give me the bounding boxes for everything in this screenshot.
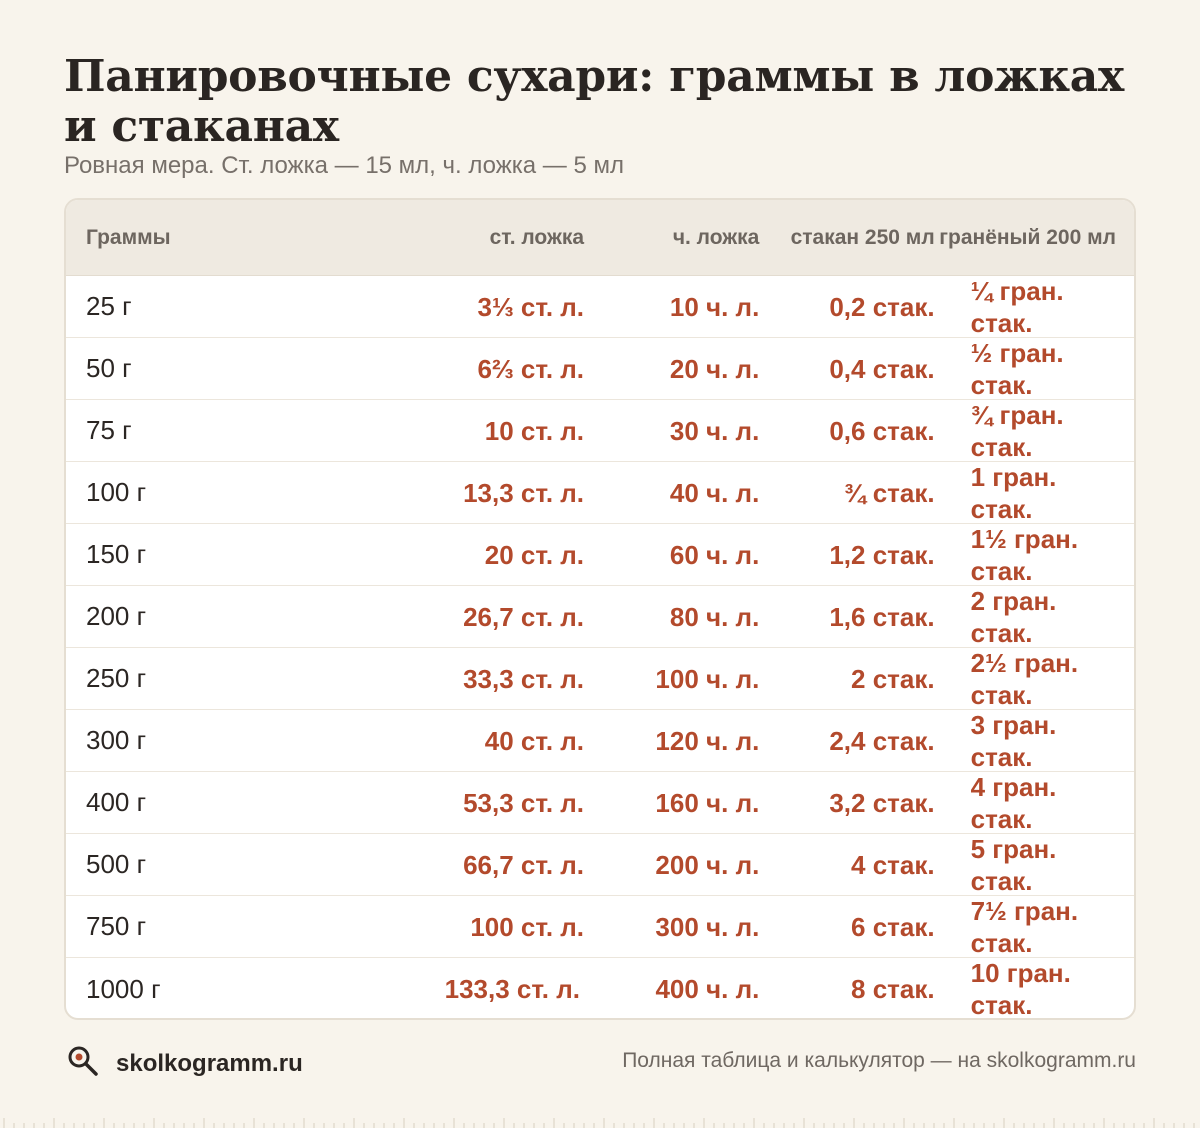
cell-cup-250: 1,2 стак. — [829, 539, 935, 570]
cell-faceted-glass-200: 2 гран. стак. — [970, 585, 1057, 648]
cell-grams: 750 г — [86, 911, 147, 941]
cell-grams: 1000 г — [86, 973, 161, 1004]
cell-cup-250: 0,6 стак. — [829, 415, 935, 446]
cell-grams: 100 г — [86, 477, 147, 507]
page-subtitle: Ровная мера. Ст. ложка — 15 мл, ч. ложка… — [64, 152, 624, 179]
header-teaspoon: ч. ложка — [672, 225, 760, 249]
footer-note: Полная таблица и калькулятор — на skolko… — [622, 1049, 1136, 1072]
cell-tablespoon: 26,7 ст. л. — [463, 601, 585, 632]
cell-grams: 300 г — [86, 725, 147, 755]
header-faceted-glass-200: гранёный 200 мл — [939, 225, 1116, 249]
cell-cup-250: 4 стак. — [851, 849, 935, 880]
cell-teaspoon: 40 ч. л. — [669, 477, 760, 508]
cell-teaspoon: 60 ч. л. — [669, 539, 760, 570]
table-row: 75 г 10 ст. л. 30 ч. л. 0,6 стак. ¾ гран. ст… — [66, 400, 1134, 462]
cell-faceted-glass-200: ¾ гран. стак. — [970, 399, 1064, 462]
table-row: 100 г 13,3 ст. л. 40 ч. л. ¾ стак. 1 гран. с… — [66, 462, 1134, 524]
table-row: 50 г 6⅔ ст. л. 20 ч. л. 0,4 стак. ½ гран. ст… — [66, 338, 1134, 400]
table-header: Граммы ст. ложка ч. ложка стакан 250 мл … — [66, 200, 1134, 276]
cell-grams: 150 г — [86, 539, 147, 569]
table-row: 150 г 20 ст. л. 60 ч. л. 1,2 стак. 1½ гран. … — [66, 524, 1134, 586]
cell-cup-250: 0,4 стак. — [829, 353, 935, 384]
footer-brand[interactable]: skolkogramm.ru — [66, 1044, 303, 1083]
cell-faceted-glass-200: ½ гран. стак. — [970, 337, 1064, 400]
cell-tablespoon: 66,7 ст. л. — [463, 849, 585, 880]
cell-teaspoon: 300 ч. л. — [655, 911, 760, 942]
cell-cup-250: 2,4 стак. — [829, 725, 935, 756]
cell-tablespoon: 100 ст. л. — [470, 911, 585, 942]
cell-teaspoon: 400 ч. л. — [655, 974, 760, 1004]
cell-teaspoon: 100 ч. л. — [655, 663, 760, 694]
table-row: 25 г 3⅓ ст. л. 10 ч. л. 0,2 стак. ¼ гран. ст… — [66, 276, 1134, 338]
cell-teaspoon: 200 ч. л. — [655, 849, 760, 880]
cell-tablespoon: 20 ст. л. — [484, 539, 585, 570]
cell-tablespoon: 33,3 ст. л. — [463, 663, 585, 694]
cell-teaspoon: 10 ч. л. — [669, 291, 760, 322]
cell-faceted-glass-200: 4 гран. стак. — [970, 771, 1057, 834]
cell-tablespoon: 6⅔ ст. л. — [477, 353, 585, 384]
cell-faceted-glass-200: ¼ гран. стак. — [970, 275, 1064, 338]
ruler-decoration — [3, 1118, 1195, 1128]
brand-name: skolkogramm.ru — [116, 1049, 303, 1077]
cell-cup-250: 1,6 стак. — [829, 601, 935, 632]
cell-grams: 75 г — [86, 415, 132, 445]
cell-faceted-glass-200: 10 гран. стак. — [970, 958, 1071, 1020]
cell-cup-250: 3,2 стак. — [829, 787, 935, 818]
table-row: 300 г 40 ст. л. 120 ч. л. 2,4 стак. 3 гран. … — [66, 710, 1134, 772]
cell-teaspoon: 30 ч. л. — [669, 415, 760, 446]
cell-cup-250: 6 стак. — [851, 911, 935, 942]
cell-cup-250: 8 стак. — [851, 974, 935, 1004]
cell-tablespoon: 53,3 ст. л. — [463, 787, 585, 818]
search-icon — [66, 1044, 100, 1083]
cell-teaspoon: 120 ч. л. — [655, 725, 760, 756]
table-row: 1000 г 133,3 ст. л. 400 ч. л. 8 стак. 10 гра… — [66, 958, 1134, 1020]
cell-tablespoon: 10 ст. л. — [484, 415, 585, 446]
cell-tablespoon: 40 ст. л. — [484, 725, 585, 756]
cell-faceted-glass-200: 1 гран. стак. — [970, 461, 1057, 524]
cell-grams: 500 г — [86, 849, 147, 879]
table-row: 200 г 26,7 ст. л. 80 ч. л. 1,6 стак. 2 гран.… — [66, 586, 1134, 648]
conversion-table: Граммы ст. ложка ч. ложка стакан 250 мл … — [64, 198, 1136, 1020]
cell-tablespoon: 3⅓ ст. л. — [477, 291, 585, 322]
table-row: 500 г 66,7 ст. л. 200 ч. л. 4 стак. 5 гран. … — [66, 834, 1134, 896]
cell-faceted-glass-200: 5 гран. стак. — [970, 833, 1057, 896]
table-row: 400 г 53,3 ст. л. 160 ч. л. 3,2 стак. 4 гран… — [66, 772, 1134, 834]
cell-tablespoon: 133,3 ст. л. — [444, 974, 580, 1004]
cell-cup-250: 2 стак. — [851, 663, 935, 694]
cell-faceted-glass-200: 7½ гран. стак. — [970, 895, 1079, 958]
cell-faceted-glass-200: 2½ гран. стак. — [970, 647, 1079, 710]
cell-grams: 250 г — [86, 663, 147, 693]
cell-teaspoon: 20 ч. л. — [669, 353, 760, 384]
table-row: 250 г 33,3 ст. л. 100 ч. л. 2 стак. 2½ гран.… — [66, 648, 1134, 710]
cell-grams: 200 г — [86, 601, 147, 631]
cell-grams: 50 г — [86, 353, 132, 383]
cell-faceted-glass-200: 3 гран. стак. — [970, 709, 1057, 772]
cell-teaspoon: 160 ч. л. — [655, 787, 760, 818]
cell-faceted-glass-200: 1½ гран. стак. — [970, 523, 1079, 586]
cell-cup-250: ¾ стак. — [843, 477, 935, 508]
header-tablespoon: ст. ложка — [489, 225, 585, 249]
cell-teaspoon: 80 ч. л. — [669, 601, 760, 632]
page-title: Панировочные сухари: граммы в ложках и с… — [64, 51, 1124, 152]
header-grams: Граммы — [86, 225, 171, 249]
table-body: 25 г 3⅓ ст. л. 10 ч. л. 0,2 стак. ¼ гран. ст… — [66, 276, 1134, 1020]
cell-tablespoon: 13,3 ст. л. — [463, 477, 585, 508]
header-cup-250: стакан 250 мл — [790, 225, 935, 249]
cell-cup-250: 0,2 стак. — [829, 291, 935, 322]
cell-grams: 25 г — [86, 291, 132, 321]
cell-grams: 400 г — [86, 787, 147, 817]
table-row: 750 г 100 ст. л. 300 ч. л. 6 стак. 7½ гран. … — [66, 896, 1134, 958]
